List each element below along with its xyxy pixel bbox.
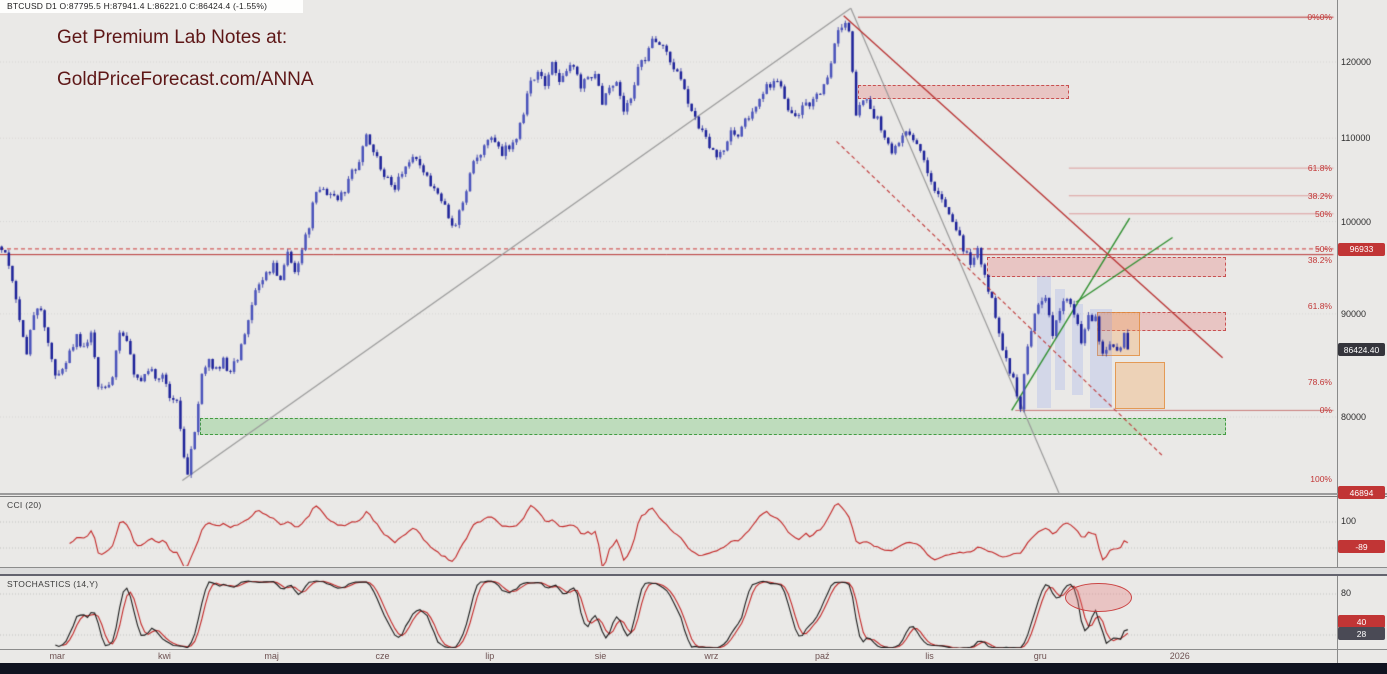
cci-panel-label: CCI (20) — [7, 500, 42, 510]
stoch-panel-label: STOCHASTICS (14,Y) — [7, 579, 99, 589]
ohlc-ticker-text: BTCUSD D1 O:87795.5 H:87941.4 L:86221.0 … — [7, 1, 268, 11]
ohlc-ticker: BTCUSD D1 O:87795.5 H:87941.4 L:86221.0 … — [0, 0, 303, 13]
panel-splitter-main-cci[interactable] — [0, 493, 1387, 495]
bottom-bar — [0, 663, 1387, 674]
time-axis[interactable] — [0, 650, 1337, 664]
annotation-line2: GoldPriceForecast.com/ANNA — [57, 69, 314, 90]
panel-splitter-cci-stoch-top[interactable] — [0, 567, 1387, 568]
panel-splitter-cci-stoch-bottom — [0, 574, 1387, 576]
panel-splitter-main-cci-edge — [0, 496, 1387, 497]
panel-splitter-cci-stoch-band[interactable] — [0, 568, 1387, 574]
stoch-panel-bottom-edge — [0, 649, 1387, 650]
annotation-line1: Get Premium Lab Notes at: — [57, 27, 288, 48]
price-axis[interactable] — [1337, 0, 1387, 664]
